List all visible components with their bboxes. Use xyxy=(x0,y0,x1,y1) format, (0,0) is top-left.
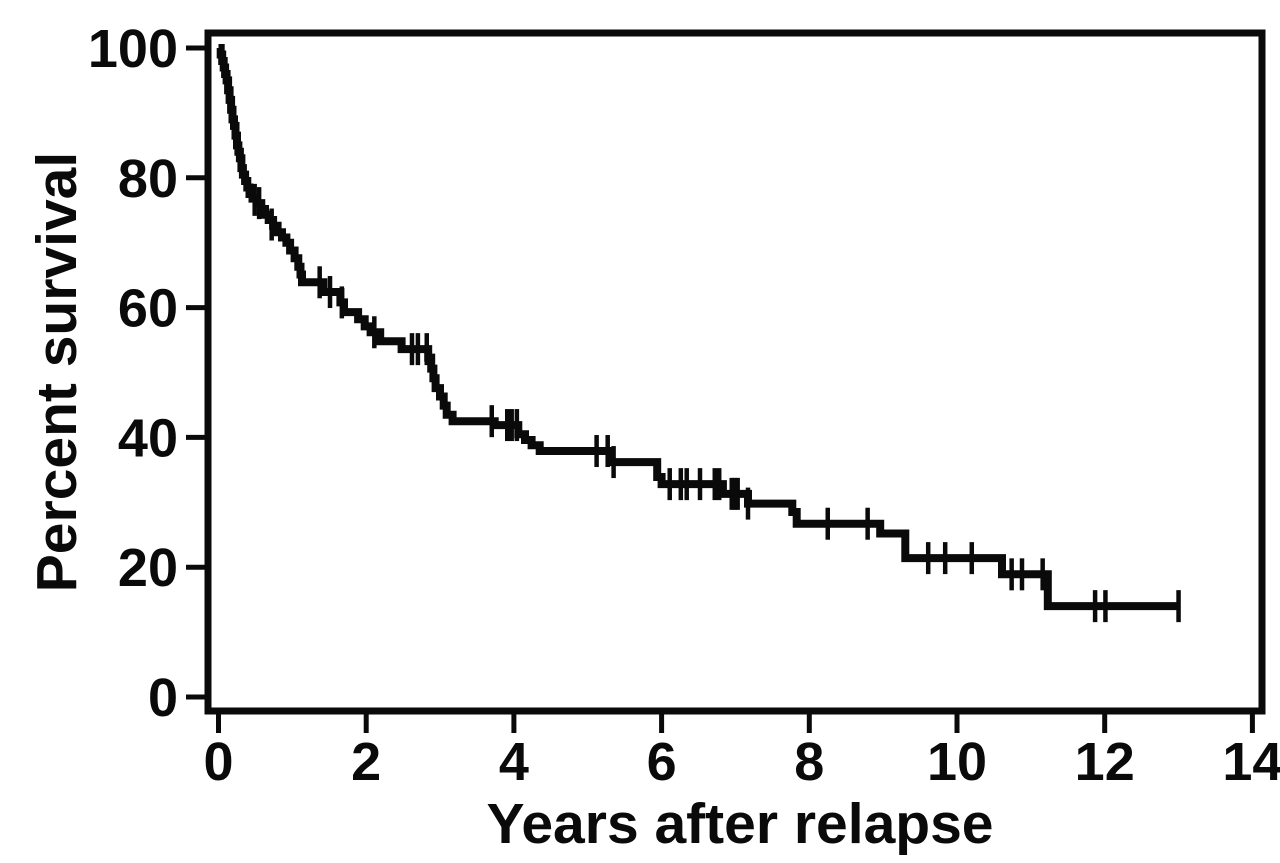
y-axis-tick-label: 20 xyxy=(118,538,178,598)
y-axis-tick-label: 100 xyxy=(88,19,178,79)
x-axis-tick-label: 10 xyxy=(927,732,987,792)
y-axis-tick-label: 80 xyxy=(118,149,178,209)
y-axis-title: Percent survival xyxy=(25,151,89,593)
x-axis-title: Years after relapse xyxy=(486,792,994,856)
x-axis-tick-label: 6 xyxy=(647,732,677,792)
y-axis-tick-label: 60 xyxy=(118,279,178,339)
y-axis-tick-label: 40 xyxy=(118,408,178,468)
survival-step-curve xyxy=(216,44,1179,611)
x-axis-tick-label: 2 xyxy=(351,732,381,792)
x-axis-tick-label: 14 xyxy=(1222,732,1280,792)
x-axis-tick-label: 4 xyxy=(499,732,529,792)
y-axis-tick-label: 0 xyxy=(148,668,178,728)
x-axis-tick-label: 8 xyxy=(794,732,824,792)
x-axis-tick-label: 0 xyxy=(203,732,233,792)
plot-frame xyxy=(204,29,1266,715)
x-axis-tick-label: 12 xyxy=(1075,732,1135,792)
